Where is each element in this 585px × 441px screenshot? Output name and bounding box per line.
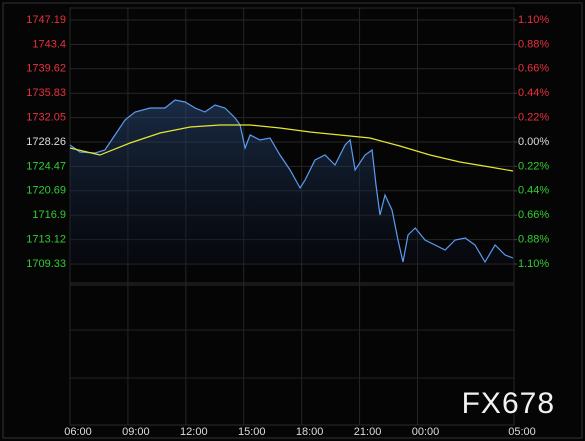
y2-tick-label: 0.66% bbox=[518, 209, 549, 221]
y2-tick-label: 0.88% bbox=[518, 234, 549, 246]
y2-tick-label: 0.88% bbox=[518, 38, 549, 50]
x-tick-label: 00:00 bbox=[412, 426, 440, 438]
y-tick-label: 1739.62 bbox=[26, 63, 66, 75]
x-tick-label: 09:00 bbox=[122, 426, 150, 438]
y-tick-label: 1716.9 bbox=[32, 209, 66, 221]
y2-tick-label: 0.22% bbox=[518, 160, 549, 172]
y-tick-label: 1735.83 bbox=[26, 87, 66, 99]
y2-tick-label: 0.00% bbox=[518, 136, 549, 148]
line bbox=[69, 124, 514, 172]
line bbox=[69, 99, 514, 264]
y-tick-label: 1732.05 bbox=[26, 111, 66, 123]
y-tick-label: 1747.19 bbox=[26, 14, 66, 26]
y2-tick-label: 1.10% bbox=[518, 258, 549, 270]
y-tick-label: 1709.33 bbox=[26, 258, 66, 270]
y2-tick-label: 0.22% bbox=[518, 112, 549, 124]
x-tick-label: 12:00 bbox=[180, 426, 208, 438]
y-tick-label: 1743.4 bbox=[32, 38, 66, 50]
y2-tick-label: 0.66% bbox=[518, 63, 549, 75]
y2-tick-label: 0.44% bbox=[518, 185, 549, 197]
y2-tick-label: 1.10% bbox=[518, 14, 549, 26]
x-tick-label: 15:00 bbox=[238, 426, 266, 438]
x-tick-label: 05:00 bbox=[508, 426, 536, 438]
y-tick-label: 1728.26 bbox=[26, 136, 66, 148]
x-tick-label: 21:00 bbox=[354, 426, 382, 438]
x-tick-label: 18:00 bbox=[296, 426, 324, 438]
watermark: FX678 bbox=[462, 387, 555, 420]
y-tick-label: 1720.69 bbox=[26, 185, 66, 197]
x-tick-label: 06:00 bbox=[64, 426, 92, 438]
y-tick-label: 1713.12 bbox=[26, 233, 66, 245]
y2-tick-label: 0.44% bbox=[518, 87, 549, 99]
area-fill bbox=[70, 100, 513, 264]
y-tick-label: 1724.47 bbox=[26, 160, 66, 172]
